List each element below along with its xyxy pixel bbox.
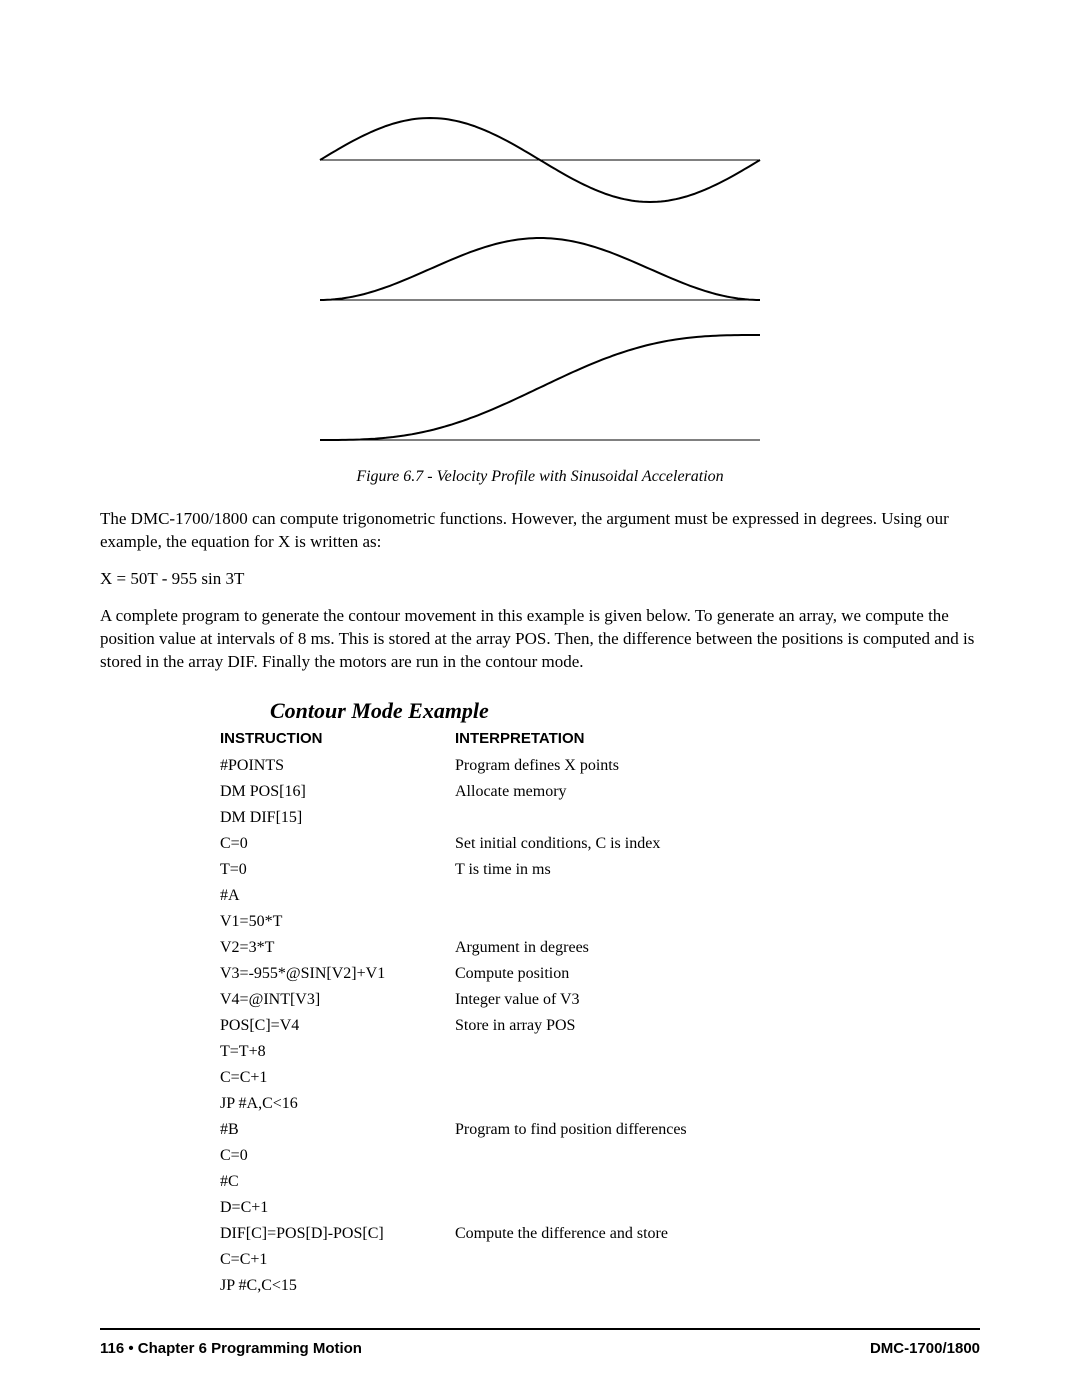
table-row: POS[C]=V4Store in array POS bbox=[220, 1013, 980, 1039]
interpretation-cell bbox=[455, 1069, 875, 1087]
table-row: C=C+1 bbox=[220, 1247, 980, 1273]
table-row: JP #C,C<15 bbox=[220, 1273, 980, 1299]
interpretation-cell bbox=[455, 1147, 875, 1165]
table-row: #POINTSProgram defines X points bbox=[220, 753, 980, 779]
interpretation-cell bbox=[455, 913, 875, 931]
code-table: INSTRUCTION INTERPRETATION #POINTSProgra… bbox=[220, 730, 980, 1299]
table-row: C=C+1 bbox=[220, 1065, 980, 1091]
interpretation-cell: Store in array POS bbox=[455, 1017, 875, 1035]
velocity-profile-svg bbox=[260, 60, 820, 460]
table-row: V4=@INT[V3]Integer value of V3 bbox=[220, 987, 980, 1013]
table-row: V2=3*TArgument in degrees bbox=[220, 935, 980, 961]
table-row: DIF[C]=POS[D]-POS[C]Compute the differen… bbox=[220, 1221, 980, 1247]
instruction-cell: V3=-955*@SIN[V2]+V1 bbox=[220, 965, 455, 983]
interpretation-cell bbox=[455, 1251, 875, 1269]
paragraph-intro: The DMC-1700/1800 can compute trigonomet… bbox=[100, 508, 980, 554]
interpretation-cell bbox=[455, 887, 875, 905]
instruction-cell: T=T+8 bbox=[220, 1043, 455, 1061]
interpretation-cell: Compute position bbox=[455, 965, 875, 983]
interpretation-cell: Compute the difference and store bbox=[455, 1225, 875, 1243]
instruction-cell: #C bbox=[220, 1173, 455, 1191]
table-row: DM POS[16]Allocate memory bbox=[220, 779, 980, 805]
header-instruction: INSTRUCTION bbox=[220, 730, 455, 747]
table-row: C=0Set initial conditions, C is index bbox=[220, 831, 980, 857]
interpretation-cell bbox=[455, 809, 875, 827]
page-footer: 116 • Chapter 6 Programming Motion DMC-1… bbox=[100, 1328, 980, 1357]
instruction-cell: POS[C]=V4 bbox=[220, 1017, 455, 1035]
interpretation-cell bbox=[455, 1043, 875, 1061]
table-row: D=C+1 bbox=[220, 1195, 980, 1221]
table-row: #A bbox=[220, 883, 980, 909]
footer-left: 116 • Chapter 6 Programming Motion bbox=[100, 1340, 362, 1357]
instruction-cell: JP #C,C<15 bbox=[220, 1277, 455, 1295]
table-row: DM DIF[15] bbox=[220, 805, 980, 831]
interpretation-cell: Argument in degrees bbox=[455, 939, 875, 957]
table-row: T=0T is time in ms bbox=[220, 857, 980, 883]
table-header-row: INSTRUCTION INTERPRETATION bbox=[220, 730, 980, 747]
interpretation-cell: Program defines X points bbox=[455, 757, 875, 775]
instruction-cell: #POINTS bbox=[220, 757, 455, 775]
interpretation-cell bbox=[455, 1173, 875, 1191]
instruction-cell: D=C+1 bbox=[220, 1199, 455, 1217]
paragraph-program-desc: A complete program to generate the conto… bbox=[100, 605, 980, 674]
equation-x: X = 50T - 955 sin 3T bbox=[100, 568, 980, 591]
header-interpretation: INTERPRETATION bbox=[455, 730, 875, 747]
instruction-cell: #A bbox=[220, 887, 455, 905]
instruction-cell: DM DIF[15] bbox=[220, 809, 455, 827]
table-row: V3=-955*@SIN[V2]+V1Compute position bbox=[220, 961, 980, 987]
table-row: T=T+8 bbox=[220, 1039, 980, 1065]
table-row: V1=50*T bbox=[220, 909, 980, 935]
figure-caption: Figure 6.7 - Velocity Profile with Sinus… bbox=[100, 468, 980, 486]
interpretation-cell bbox=[455, 1095, 875, 1113]
interpretation-cell: Allocate memory bbox=[455, 783, 875, 801]
interpretation-cell: Set initial conditions, C is index bbox=[455, 835, 875, 853]
instruction-cell: DM POS[16] bbox=[220, 783, 455, 801]
table-row: #C bbox=[220, 1169, 980, 1195]
table-row: C=0 bbox=[220, 1143, 980, 1169]
interpretation-cell bbox=[455, 1199, 875, 1217]
instruction-cell: C=C+1 bbox=[220, 1251, 455, 1269]
table-row: #BProgram to find position differences bbox=[220, 1117, 980, 1143]
table-row: JP #A,C<16 bbox=[220, 1091, 980, 1117]
instruction-cell: DIF[C]=POS[D]-POS[C] bbox=[220, 1225, 455, 1243]
instruction-cell: C=0 bbox=[220, 835, 455, 853]
footer-right: DMC-1700/1800 bbox=[870, 1340, 980, 1357]
instruction-cell: C=C+1 bbox=[220, 1069, 455, 1087]
instruction-cell: V1=50*T bbox=[220, 913, 455, 931]
instruction-cell: V4=@INT[V3] bbox=[220, 991, 455, 1009]
interpretation-cell: Integer value of V3 bbox=[455, 991, 875, 1009]
instruction-cell: C=0 bbox=[220, 1147, 455, 1165]
instruction-cell: T=0 bbox=[220, 861, 455, 879]
instruction-cell: JP #A,C<16 bbox=[220, 1095, 455, 1113]
figure-sinusoidal-profile bbox=[260, 60, 820, 460]
interpretation-cell bbox=[455, 1277, 875, 1295]
instruction-cell: #B bbox=[220, 1121, 455, 1139]
instruction-cell: V2=3*T bbox=[220, 939, 455, 957]
example-title: Contour Mode Example bbox=[270, 698, 980, 724]
interpretation-cell: Program to find position differences bbox=[455, 1121, 875, 1139]
interpretation-cell: T is time in ms bbox=[455, 861, 875, 879]
